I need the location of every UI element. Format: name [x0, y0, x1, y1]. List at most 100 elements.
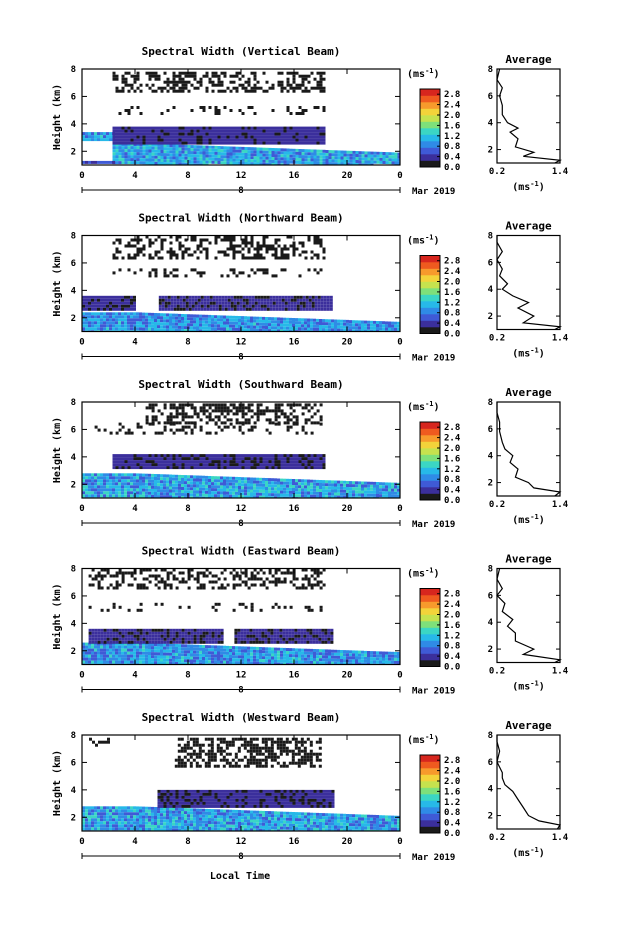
- heatmap-cell: [277, 126, 281, 130]
- heatmap-cell: [340, 662, 343, 665]
- heatmap-cell: [175, 153, 179, 157]
- heatmap-cell: [277, 329, 280, 332]
- heatmap-cell: [397, 494, 400, 498]
- heatmap-cell: [358, 154, 362, 158]
- heatmap-cell: [334, 480, 337, 484]
- heatmap-cell: [322, 483, 325, 487]
- heatmap-cell: [382, 155, 386, 158]
- average-title: Average: [505, 386, 552, 399]
- heatmap-cell: [190, 320, 193, 324]
- heatmap-cell: [277, 493, 280, 497]
- heatmap-cell: [115, 77, 119, 81]
- heatmap-cell: [316, 457, 320, 461]
- heatmap-cell: [172, 422, 176, 426]
- heatmap-cell: [91, 482, 94, 486]
- heatmap-cell: [295, 157, 299, 161]
- heatmap-cell: [160, 658, 163, 662]
- heatmap-cell: [271, 460, 275, 464]
- heatmap-cell: [127, 71, 131, 75]
- heatmap-cell: [280, 463, 284, 467]
- heatmap-cell: [280, 460, 284, 464]
- heatmap-cell: [250, 454, 254, 458]
- heatmap-cell: [124, 321, 127, 325]
- heatmap-cell: [184, 314, 187, 318]
- heatmap-cell: [382, 494, 385, 498]
- heatmap-cell: [286, 320, 289, 324]
- heatmap-cell: [307, 129, 311, 133]
- heatmap-cell: [166, 421, 170, 425]
- heatmap-cell: [163, 144, 167, 148]
- heatmap-cell: [118, 241, 122, 245]
- heatmap-cell: [262, 147, 266, 151]
- heatmap-cell: [233, 295, 237, 299]
- heatmap-cell: [158, 301, 162, 305]
- heatmap-cell: [302, 298, 306, 302]
- heatmap-cell: [367, 654, 370, 657]
- colorbar-segment: [420, 275, 440, 282]
- heatmap-cell: [274, 490, 277, 494]
- heatmap-cell: [250, 268, 254, 272]
- heatmap-cell: [154, 474, 157, 477]
- heatmap-cell: [193, 145, 197, 149]
- heatmap-cell: [311, 295, 315, 299]
- heatmap-cell: [323, 307, 327, 311]
- heatmap-cell: [385, 327, 388, 331]
- heatmap-cell: [274, 241, 278, 245]
- heatmap-cell: [250, 129, 254, 133]
- heatmap-cell: [292, 157, 296, 161]
- heatmap-cell: [223, 651, 226, 655]
- heatmap-cell: [178, 659, 181, 663]
- heatmap-cell: [121, 479, 124, 483]
- heatmap-cell: [121, 645, 124, 649]
- heatmap-cell: [217, 485, 220, 489]
- heatmap-cell: [307, 132, 311, 136]
- heatmap-cell: [166, 156, 170, 160]
- heatmap-cell: [334, 328, 337, 332]
- heatmap-cell: [148, 135, 152, 139]
- heatmap-cell: [352, 662, 355, 665]
- heatmap-cell: [259, 650, 262, 653]
- heatmap-cell: [229, 146, 233, 150]
- heatmap-cell: [160, 132, 164, 136]
- heatmap-cell: [349, 650, 352, 654]
- heatmap-cell: [197, 298, 201, 302]
- heatmap-cell: [250, 138, 254, 142]
- heatmap-cell: [313, 454, 317, 458]
- heatmap-cell: [322, 495, 325, 498]
- heatmap-cell: [262, 235, 266, 239]
- heatmap-cell: [136, 466, 140, 470]
- heatmap-cell: [115, 488, 118, 492]
- heatmap-cell: [337, 153, 341, 157]
- heatmap-cell: [262, 244, 266, 248]
- heatmap-cell: [166, 483, 169, 487]
- heatmap-cell: [109, 295, 112, 299]
- heatmap-cell: [241, 457, 245, 461]
- heatmap-cell: [262, 325, 265, 329]
- heatmap-cell: [277, 71, 281, 75]
- heatmap-cell: [202, 314, 205, 318]
- heatmap-cell: [235, 250, 239, 254]
- heatmap-cell: [319, 86, 323, 90]
- heatmap-cell: [217, 460, 221, 464]
- heatmap-cell: [88, 648, 91, 652]
- heatmap-cell: [226, 141, 230, 145]
- heatmap-cell: [175, 156, 179, 160]
- heatmap-cell: [202, 135, 206, 139]
- heatmap-cell: [217, 488, 220, 492]
- heatmap-cell: [106, 654, 109, 658]
- heatmap-cell: [319, 415, 323, 419]
- heatmap-cell: [157, 661, 160, 665]
- heatmap-cell: [295, 138, 299, 142]
- heatmap-cell: [299, 301, 303, 305]
- heatmap-cell: [376, 485, 379, 488]
- heatmap-cell: [211, 151, 215, 155]
- heatmap-cell: [160, 241, 164, 245]
- heatmap-cell: [211, 460, 215, 464]
- heatmap-cell: [304, 89, 308, 93]
- heatmap-cell: [253, 129, 257, 133]
- heatmap-cell: [163, 454, 167, 458]
- heatmap-cell: [208, 160, 212, 164]
- heatmap-cell: [115, 657, 118, 661]
- heatmap-cell: [154, 486, 157, 489]
- heatmap-cell: [223, 460, 227, 464]
